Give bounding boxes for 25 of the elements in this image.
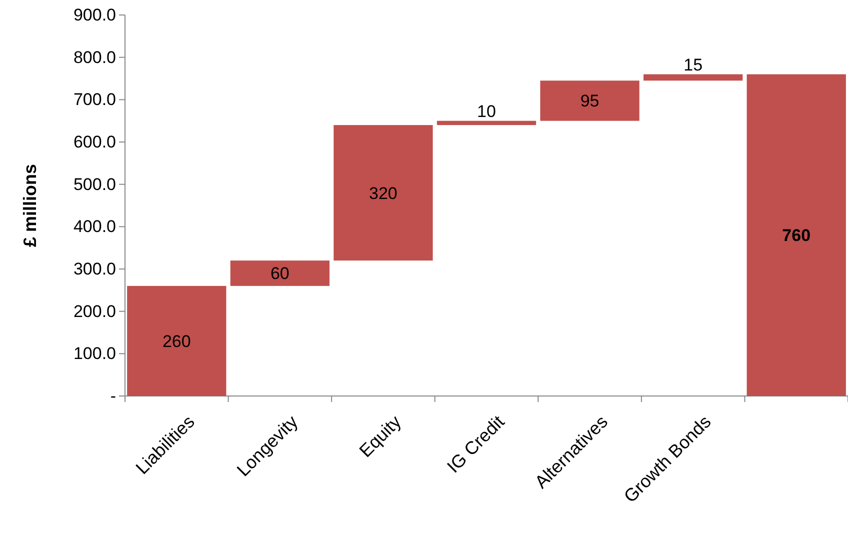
y-tick-label: 600.0 xyxy=(73,132,116,152)
bar xyxy=(540,80,640,121)
data-label: 95 xyxy=(580,92,600,111)
y-tick-label: 100.0 xyxy=(73,344,116,364)
y-tick-label: 500.0 xyxy=(73,174,116,194)
y-tick-label: 400.0 xyxy=(73,217,116,236)
bar xyxy=(230,260,330,286)
bar xyxy=(127,286,226,396)
bar xyxy=(334,125,433,261)
y-tick-label: 300.0 xyxy=(73,259,116,278)
data-label: 15 xyxy=(684,55,703,74)
data-label: 260 xyxy=(162,332,191,351)
data-label: 10 xyxy=(477,102,496,121)
bar xyxy=(643,74,743,81)
data-label: 760 xyxy=(782,226,811,246)
bar xyxy=(746,74,846,396)
bar xyxy=(436,120,536,126)
data-label: 320 xyxy=(369,184,398,203)
y-tick-label: - xyxy=(110,386,116,406)
y-tick-label: 900.0 xyxy=(73,5,116,24)
y-axis-title: £ millions xyxy=(20,164,40,248)
y-tick-label: 200.0 xyxy=(73,302,116,321)
y-tick-label: 700.0 xyxy=(73,90,116,110)
data-label: 60 xyxy=(270,264,290,284)
y-tick-label: 800.0 xyxy=(73,48,116,67)
